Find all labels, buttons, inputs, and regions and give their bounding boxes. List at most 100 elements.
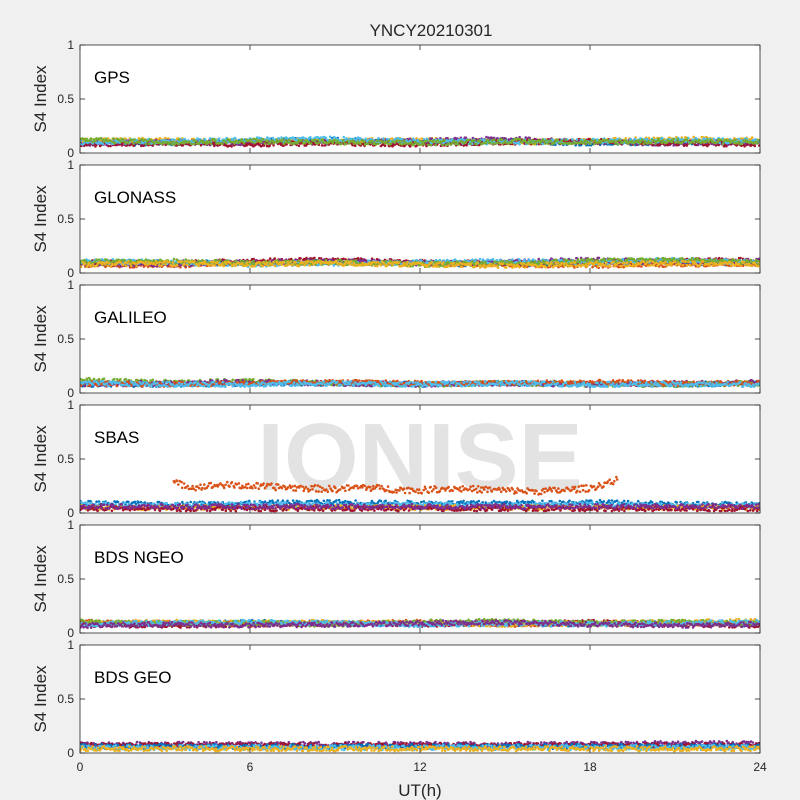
data-point [453, 142, 457, 146]
data-point [170, 138, 174, 141]
data-point [300, 138, 303, 142]
data-point [758, 144, 760, 147]
data-point [268, 144, 271, 148]
data-point [287, 138, 291, 142]
data-point [89, 137, 93, 140]
data-point [117, 139, 121, 142]
data-point [196, 137, 199, 140]
data-point [464, 136, 468, 140]
data-point [441, 143, 444, 147]
data-point [348, 142, 351, 145]
data-point [624, 137, 628, 140]
data-point [366, 142, 370, 146]
y-tick-label: 1 [67, 38, 74, 52]
data-point [735, 142, 738, 145]
data-point [500, 138, 504, 141]
data-point [725, 144, 728, 148]
data-point [249, 138, 252, 141]
y-tick-label: 0 [67, 146, 74, 160]
data-point [346, 139, 349, 143]
data-point [517, 140, 521, 144]
data-point [672, 144, 675, 147]
data-point [199, 143, 203, 147]
data-point [356, 257, 360, 260]
data-point [303, 141, 307, 145]
data-point [177, 142, 180, 146]
scatter-points [80, 135, 760, 148]
data-point [446, 137, 449, 140]
data-point [614, 142, 617, 145]
data-point [416, 138, 420, 142]
data-point [660, 141, 664, 145]
data-point [230, 145, 233, 148]
data-point [211, 138, 214, 141]
data-point [259, 140, 263, 144]
data-point [546, 142, 549, 145]
panel-label: GPS [94, 68, 130, 87]
data-point [254, 137, 258, 141]
data-point [142, 144, 145, 147]
data-point [158, 137, 162, 140]
data-point [733, 138, 737, 142]
data-point [495, 141, 499, 145]
data-point [107, 137, 110, 140]
data-point [146, 139, 149, 143]
data-point [716, 140, 719, 144]
data-point [629, 137, 632, 141]
data-point [651, 143, 654, 147]
data-point [627, 142, 630, 145]
data-point [584, 139, 587, 142]
data-point [243, 144, 246, 148]
data-point [114, 143, 118, 147]
data-point [471, 142, 474, 146]
data-point [119, 140, 123, 144]
data-point [252, 257, 255, 261]
data-point [376, 142, 380, 145]
data-point [316, 138, 320, 142]
data-point [317, 136, 320, 139]
data-point [570, 142, 574, 146]
data-point [181, 144, 185, 147]
data-point [661, 139, 664, 142]
data-point [443, 139, 446, 142]
data-point [393, 141, 397, 144]
data-point [693, 141, 696, 144]
data-point [127, 141, 130, 145]
data-point [457, 143, 460, 146]
data-point [531, 139, 534, 142]
data-point [216, 139, 219, 142]
data-point [665, 141, 668, 144]
data-point [526, 141, 529, 145]
data-point [208, 137, 212, 140]
data-point [432, 139, 436, 142]
data-point [541, 138, 545, 141]
data-point [524, 136, 528, 139]
data-point [464, 140, 468, 144]
data-point [183, 137, 187, 141]
data-point [686, 139, 690, 143]
data-point [539, 139, 543, 143]
data-point [268, 257, 272, 260]
data-point [425, 139, 428, 143]
data-point [250, 140, 254, 144]
data-point [484, 141, 488, 145]
data-point [731, 139, 734, 143]
data-point [263, 142, 267, 145]
data-point [323, 144, 326, 147]
data-point [449, 143, 453, 146]
data-point [426, 143, 430, 147]
data-point [415, 144, 418, 148]
data-point [397, 139, 401, 143]
data-point [353, 140, 357, 144]
data-point [272, 144, 275, 147]
data-point [553, 141, 556, 145]
data-point [594, 139, 597, 142]
data-point [299, 257, 302, 260]
data-point [596, 141, 600, 144]
data-point [190, 142, 194, 146]
data-point [434, 143, 438, 147]
data-point [275, 138, 279, 141]
data-point [109, 139, 112, 142]
